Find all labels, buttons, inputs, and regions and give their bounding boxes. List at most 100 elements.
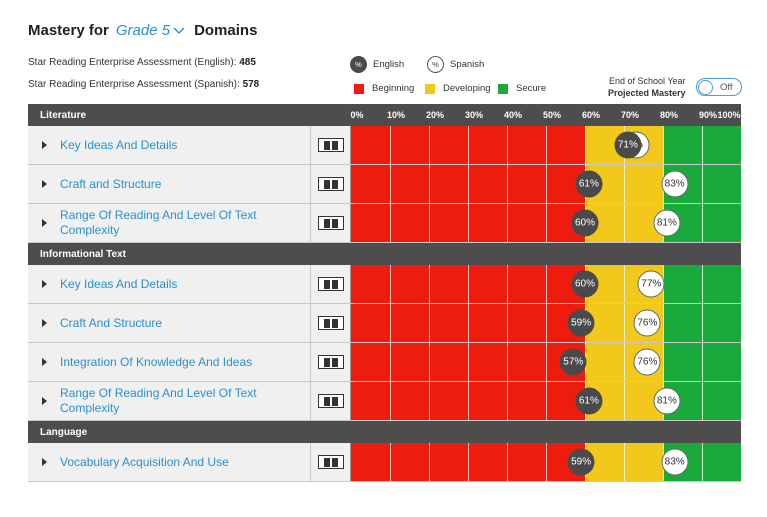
gridline (468, 204, 469, 242)
spanish-marker-icon: % (427, 56, 444, 73)
gridline (546, 382, 547, 420)
gridline (429, 126, 430, 164)
gridline (702, 304, 703, 342)
domain-link[interactable]: Key Ideas And Details (60, 137, 178, 152)
gridline (468, 343, 469, 381)
chart-toggle-cell (311, 204, 351, 242)
row-label[interactable]: Vocabulary Acquisition And Use (28, 443, 311, 481)
expand-arrow-icon[interactable] (42, 141, 47, 149)
mastery-bar: 81% 61% (351, 382, 741, 420)
expand-arrow-icon[interactable] (42, 219, 47, 227)
page-title: Mastery for Grade 5 Domains (28, 22, 257, 39)
gridline (624, 343, 625, 381)
gridline (624, 304, 625, 342)
mastery-bar: 83% 61% (351, 165, 741, 203)
gridline (702, 126, 703, 164)
domain-link[interactable]: Vocabulary Acquisition And Use (60, 454, 229, 469)
gridline (663, 343, 664, 381)
gridline (507, 204, 508, 242)
gridline (546, 304, 547, 342)
axis-tick-label: 80% (659, 110, 679, 120)
gridline (546, 343, 547, 381)
spanish-marker: 76% (633, 348, 661, 376)
domain-link[interactable]: Craft and Structure (60, 176, 162, 191)
gridline (585, 126, 586, 164)
mastery-bar: 3%71% (351, 126, 741, 164)
gridline (390, 204, 391, 242)
gridline (507, 165, 508, 203)
table-row: Range Of Reading And Level Of Text Compl… (28, 204, 741, 243)
gridline (390, 165, 391, 203)
beginning-swatch (354, 83, 364, 94)
gridline (429, 165, 430, 203)
gridline (468, 126, 469, 164)
legend-secure-label: Secure (516, 83, 547, 94)
domain-link[interactable]: Key Ideas And Details (60, 276, 178, 291)
title-suffix: Domains (194, 22, 258, 39)
english-marker: 59% (567, 309, 595, 337)
developing-swatch (425, 83, 435, 94)
section-header: Informational Text (28, 243, 741, 265)
bar-chart-icon[interactable] (317, 455, 344, 469)
bar-chart-icon[interactable] (317, 216, 344, 230)
expand-arrow-icon[interactable] (42, 180, 47, 188)
gridline (468, 165, 469, 203)
domain-link[interactable]: Craft And Structure (60, 315, 163, 330)
gridline (546, 126, 547, 164)
mastery-table: Literature 0% 10% 20% 30% 40% 50% 60% 70% 80% 90% 1… (28, 104, 741, 482)
projected-mastery-toggle[interactable]: Off (696, 78, 742, 96)
gridline (624, 443, 625, 481)
projection-label: End of School Year Projected Mastery (608, 75, 686, 99)
bar-chart-icon[interactable] (317, 177, 344, 191)
bar-chart-icon[interactable] (317, 277, 344, 291)
english-marker: 61% (575, 170, 603, 198)
row-label[interactable]: Craft and Structure (28, 165, 311, 203)
row-label[interactable]: Craft And Structure (28, 304, 311, 342)
bar-chart-icon[interactable] (317, 394, 344, 408)
section-title: Informational Text (40, 248, 126, 260)
row-label[interactable]: Key Ideas And Details (28, 126, 311, 164)
gridline (507, 304, 508, 342)
bar-chart-icon[interactable] (317, 355, 344, 369)
domain-link[interactable]: Range Of Reading And Level Of Text Compl… (60, 386, 257, 415)
gridline (702, 382, 703, 420)
gridline (468, 443, 469, 481)
expand-arrow-icon[interactable] (42, 358, 47, 366)
english-marker: 59% (567, 448, 595, 476)
english-marker: 60% (571, 209, 599, 237)
gridline (702, 165, 703, 203)
gridline (507, 443, 508, 481)
bar-chart-icon[interactable] (317, 138, 344, 152)
legend-english: % English (350, 56, 404, 73)
chart-toggle-cell (311, 165, 351, 203)
legend-beginning: Beginning (354, 83, 414, 94)
domain-link[interactable]: Integration Of Knowledge And Ideas (60, 354, 253, 369)
row-label[interactable]: Range Of Reading And Level Of Text Compl… (28, 204, 311, 242)
gridline (507, 126, 508, 164)
axis-tick-label: 0% (350, 110, 364, 120)
expand-arrow-icon[interactable] (42, 280, 47, 288)
spanish-score-label: Star Reading Enterprise Assessment (Span… (28, 79, 240, 90)
domain-link[interactable]: Range Of Reading And Level Of Text Compl… (60, 208, 257, 237)
english-marker: 60% (571, 270, 599, 298)
chart-toggle-cell (311, 443, 351, 481)
gridline (468, 382, 469, 420)
expand-arrow-icon[interactable] (42, 397, 47, 405)
row-label[interactable]: Range Of Reading And Level Of Text Compl… (28, 382, 311, 420)
section-title: Language (40, 426, 88, 438)
expand-arrow-icon[interactable] (42, 458, 47, 466)
row-label[interactable]: Integration Of Knowledge And Ideas (28, 343, 311, 381)
gridline (390, 343, 391, 381)
legend-spanish-label: Spanish (450, 59, 485, 70)
chart-toggle-cell (311, 126, 351, 164)
english-marker: 71% (614, 131, 642, 159)
gridline (390, 265, 391, 303)
english-marker: 61% (575, 387, 603, 415)
english-score-value: 485 (239, 57, 256, 68)
grade-dropdown[interactable]: Grade 5 (116, 22, 185, 39)
bar-chart-icon[interactable] (317, 316, 344, 330)
spanish-marker: 83% (661, 448, 689, 476)
spanish-marker: 81% (653, 209, 681, 237)
expand-arrow-icon[interactable] (42, 319, 47, 327)
row-label[interactable]: Key Ideas And Details (28, 265, 311, 303)
